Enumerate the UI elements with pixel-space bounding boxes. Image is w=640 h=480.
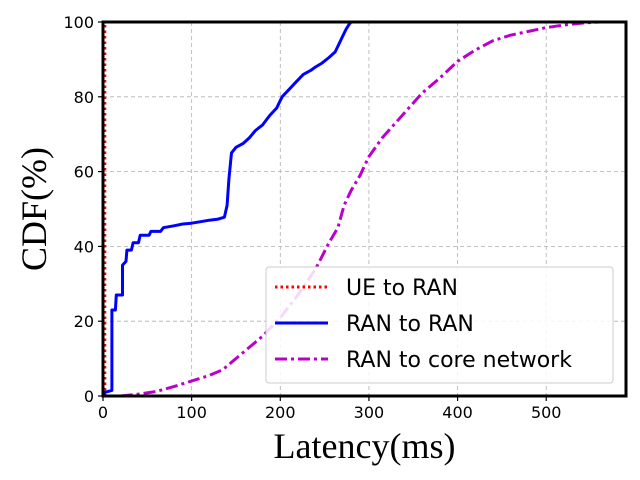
y-tick-label-2: 40 <box>74 237 94 256</box>
y-tick-label-4: 80 <box>74 88 94 107</box>
series-line-2 <box>120 20 600 398</box>
series-line-1 <box>102 20 353 397</box>
x-tick-label-4: 400 <box>442 403 473 422</box>
y-tick-label-1: 20 <box>74 312 94 331</box>
y-tick-label-0: 0 <box>84 387 94 406</box>
plot-frame <box>101 20 628 398</box>
x-tick-label-3: 300 <box>354 403 385 422</box>
x-tick-label-0: 0 <box>98 403 108 422</box>
tick-layer: 0 100 200 300 400 500 0 20 40 60 80 100 <box>63 13 561 422</box>
x-axis-title: Latency(ms) <box>274 426 456 466</box>
y-axis-title: CDF(%) <box>14 147 54 271</box>
legend: UE to RAN RAN to RAN RAN to core network <box>265 266 614 384</box>
series-layer <box>102 20 600 398</box>
legend-label-0: UE to RAN <box>346 276 458 301</box>
y-tick-label-5: 100 <box>63 13 94 32</box>
legend-label-1: RAN to RAN <box>346 312 474 337</box>
legend-label-2: RAN to core network <box>346 348 572 373</box>
x-tick-label-1: 100 <box>176 403 207 422</box>
y-tick-label-3: 60 <box>74 163 94 182</box>
x-tick-label-5: 500 <box>531 403 562 422</box>
x-tick-label-2: 200 <box>265 403 296 422</box>
legend-box <box>265 266 614 384</box>
